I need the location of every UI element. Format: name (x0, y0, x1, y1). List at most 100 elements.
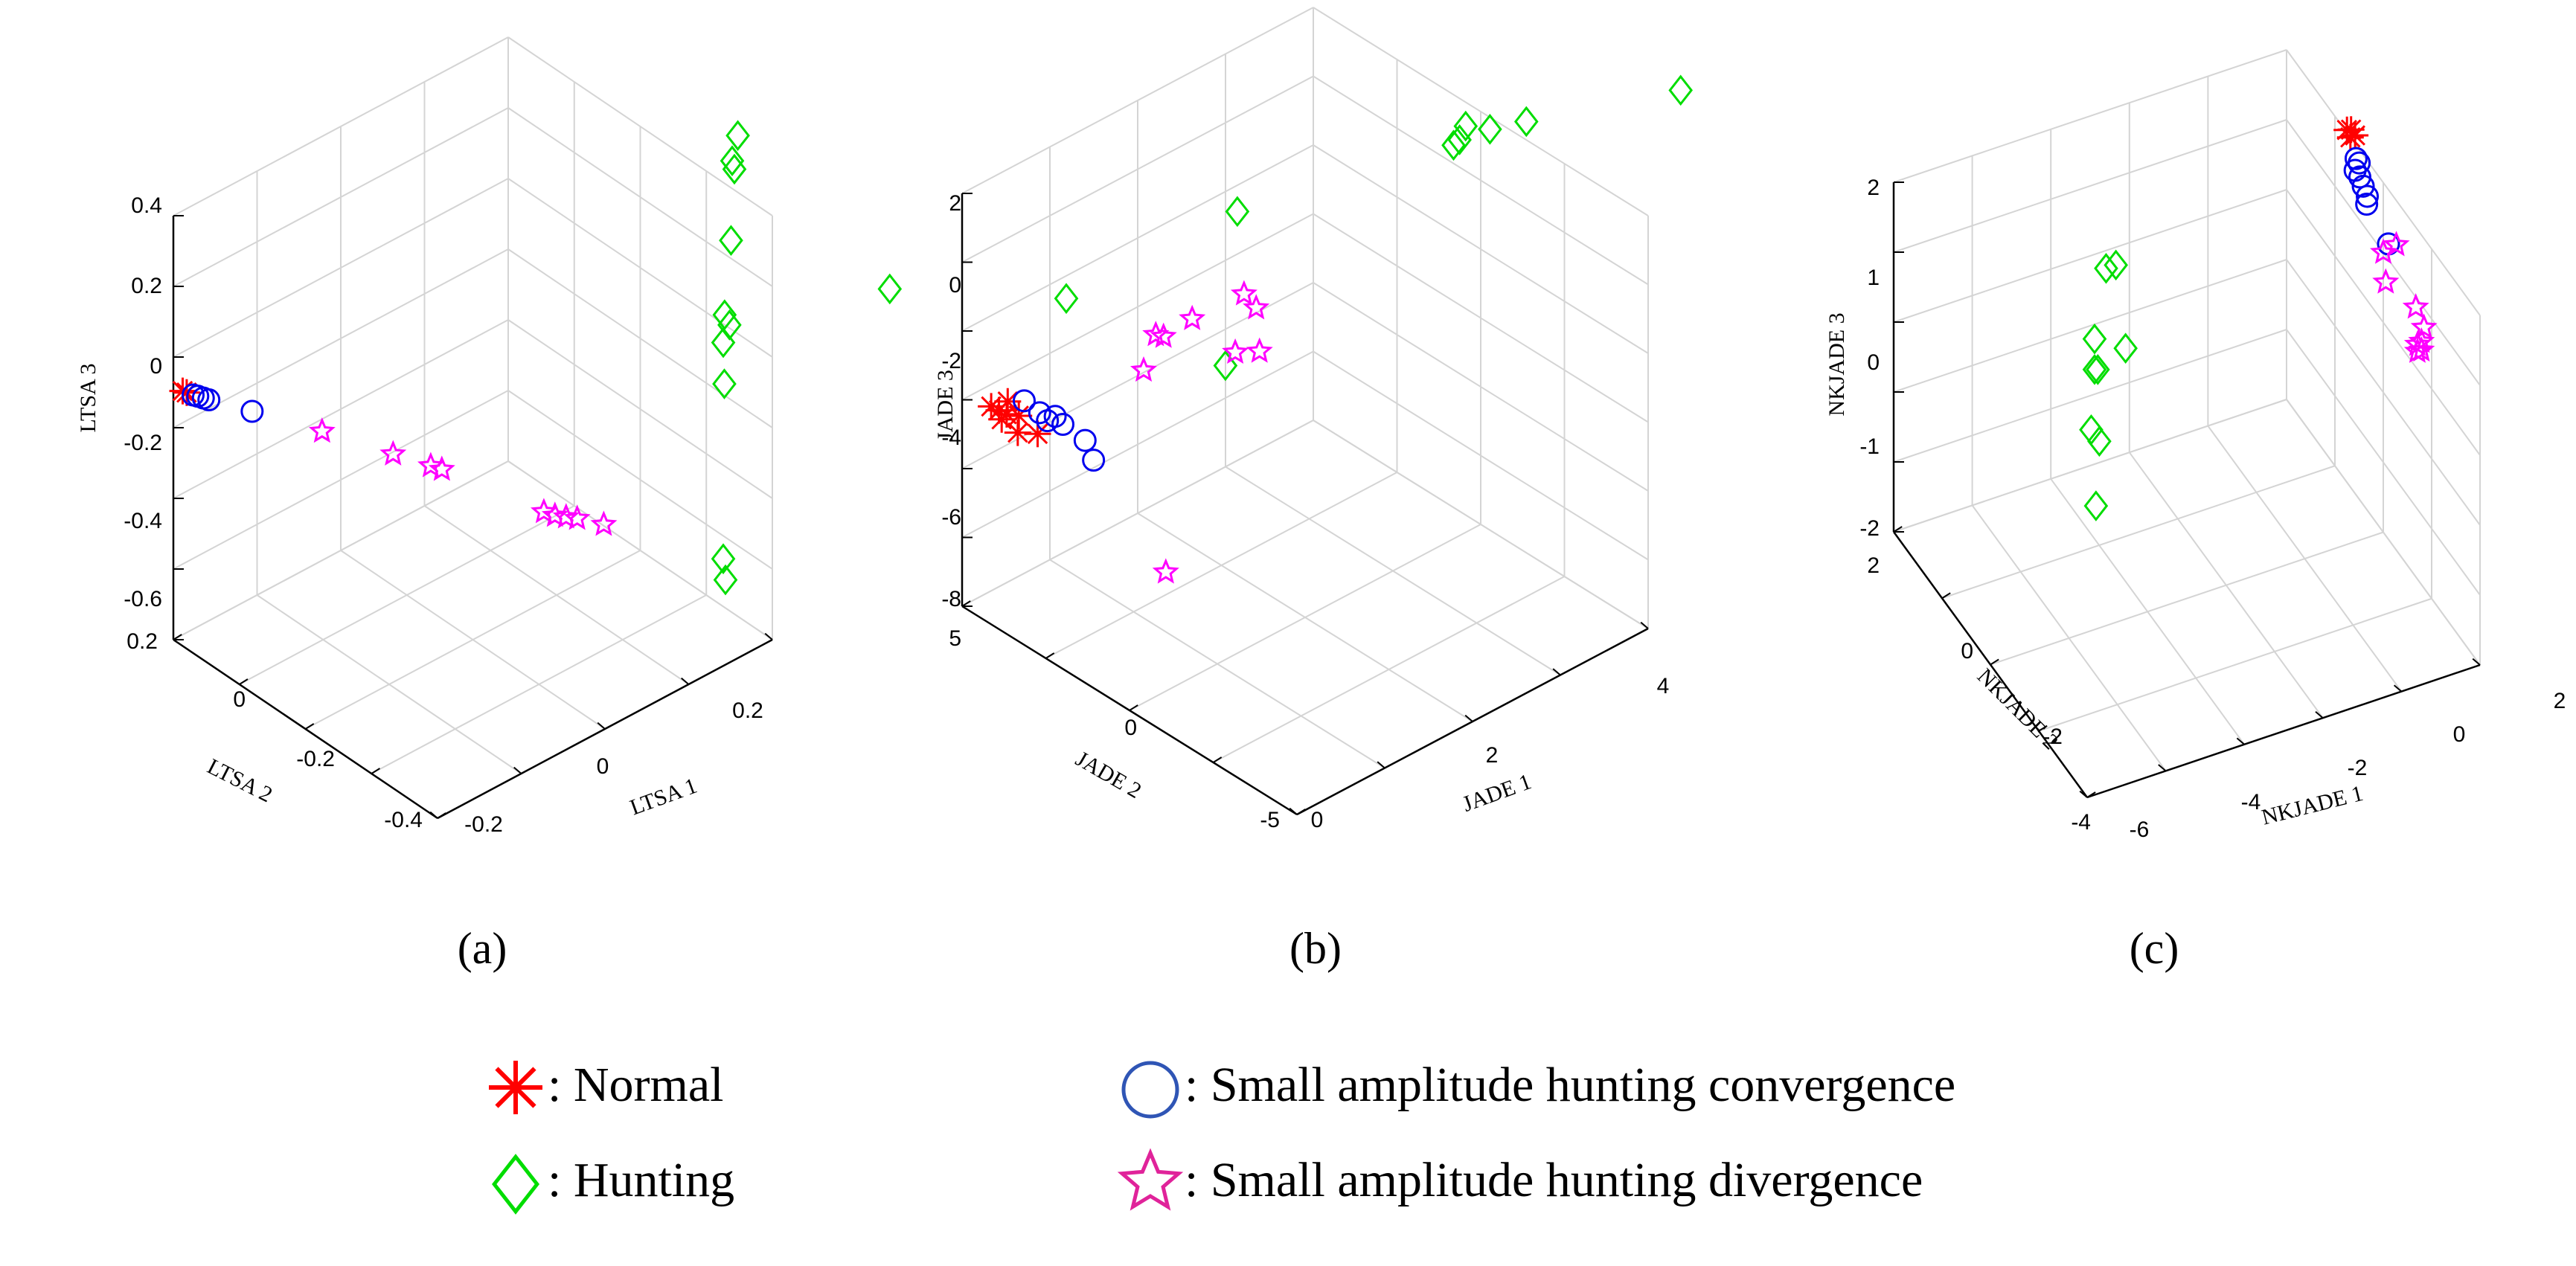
marker-asterisk (1024, 420, 1051, 448)
marker-circle (1051, 413, 1074, 436)
marker-asterisk (1005, 402, 1033, 429)
marker-star (2410, 313, 2438, 339)
marker-diamond (1225, 196, 1250, 228)
x-tick: 2 (2554, 689, 2566, 713)
marker-diamond (722, 153, 747, 185)
subplot-c-tick-labels: 2 1 0 -1 -2 2 0 -2 -4 -6 -4 -2 0 2 (1859, 176, 2566, 842)
marker-diamond (1054, 283, 1079, 315)
grid-line (1313, 350, 1649, 561)
y-axis-label: LTSA 2 (203, 754, 276, 808)
grid-line (305, 550, 641, 730)
legend-normal-label: : Normal (548, 1058, 723, 1112)
marker-star (417, 452, 444, 478)
z-axis-label: NKJADE 3 (1824, 312, 1849, 416)
y-tick-mark (2086, 791, 2096, 798)
marker-asterisk (2342, 122, 2369, 149)
x-tick-mark (2393, 684, 2403, 693)
x-tick: 0.2 (732, 698, 763, 723)
grid-line (2286, 329, 2481, 596)
x-tick-mark (2472, 658, 2481, 666)
subplot-a-axes (172, 215, 773, 820)
marker-diamond (1453, 110, 1478, 142)
x-axis-label: NKJADE 1 (2259, 781, 2365, 830)
marker-star (1179, 304, 1206, 330)
y-axis-label: JADE 2 (1071, 747, 1146, 804)
grid-line (173, 107, 509, 287)
marker-star (379, 440, 407, 466)
z-tick: -0.4 (124, 509, 162, 533)
grid-line (173, 36, 509, 216)
marker-diamond (2083, 490, 2109, 521)
marker-star (1243, 294, 1270, 320)
marker-circle (240, 399, 264, 423)
grid-line (961, 7, 1314, 194)
z-tick: -6 (941, 505, 961, 530)
marker-star (1142, 321, 1170, 347)
y-tick-mark (173, 634, 182, 640)
z-tick: 2 (949, 191, 961, 216)
z-tick: 1 (1867, 266, 1880, 290)
legend-hunting-icon (492, 1154, 539, 1215)
marker-diamond (1441, 129, 1466, 161)
y-tick-mark (2038, 724, 2048, 732)
grid-line (1893, 189, 2287, 323)
marker-asterisk (988, 405, 1016, 433)
subplot-b-markers (877, 74, 1694, 584)
marker-circle (2355, 193, 2379, 216)
marker-star (2403, 330, 2431, 356)
x-tick: 0 (2453, 722, 2466, 747)
grid-line (1313, 144, 1649, 354)
y-tick-mark (304, 723, 315, 730)
marker-diamond (2094, 252, 2118, 284)
marker-star (1117, 1148, 1184, 1211)
y-tick-mark (961, 600, 971, 607)
marker-diamond (2087, 425, 2112, 457)
x-axis-line (2086, 663, 2481, 799)
grid-line (961, 350, 1314, 539)
marker-circle (1028, 401, 1051, 425)
x-tick-mark (1552, 668, 1561, 676)
grid-line (173, 460, 509, 640)
marker-asterisk (978, 393, 1005, 420)
grid-line (1990, 531, 2384, 666)
marker-star (590, 510, 618, 536)
grid-line (1941, 465, 2336, 600)
y-tick: -2 (2042, 724, 2063, 749)
grid-line (1313, 7, 1649, 216)
marker-diamond (2086, 354, 2110, 385)
subplot-caption: (a) (458, 924, 507, 973)
marker-circle (197, 388, 221, 412)
grid-line (239, 505, 575, 685)
y-tick-mark (1129, 704, 1138, 711)
x-tick-mark (2315, 711, 2324, 719)
subplot-b-tick-labels: 2 0 -2 -4 -6 -8 5 0 -5 0 2 4 (941, 191, 1669, 832)
marker-asterisk (994, 388, 1022, 415)
x-tick-mark (1377, 761, 1385, 769)
z-tick: -4 (941, 425, 961, 450)
grid-line (2286, 189, 2481, 456)
legend: : Normal : Hunting : Small amplitude hun… (489, 1058, 1955, 1215)
grid-line (507, 390, 773, 570)
x-tick: 4 (1657, 674, 1670, 698)
marker-diamond (1478, 113, 1502, 145)
marker-asterisk (1004, 419, 1031, 446)
x-tick-mark (513, 766, 522, 774)
x-tick-mark (2079, 790, 2088, 798)
y-tick-mark (371, 768, 380, 774)
legend-convergence-label: : Small amplitude hunting convergence (1185, 1058, 1955, 1112)
x-tick: -4 (2241, 790, 2261, 814)
marker-diamond (719, 225, 743, 257)
z-tick: -0.2 (124, 431, 162, 455)
y-tick: 5 (949, 626, 961, 651)
marker-diamond (492, 1154, 539, 1215)
marker-diamond (725, 120, 750, 152)
grid-line (1313, 420, 1649, 629)
y-tick: 0 (1124, 716, 1137, 740)
marker-asterisk (2333, 116, 2361, 144)
y-tick-mark (1941, 592, 1951, 600)
legend-hunting-label: : Hunting (548, 1153, 734, 1207)
y-tick-mark (1296, 809, 1306, 815)
grid-line (507, 178, 773, 358)
x-tick-mark (2158, 764, 2167, 772)
